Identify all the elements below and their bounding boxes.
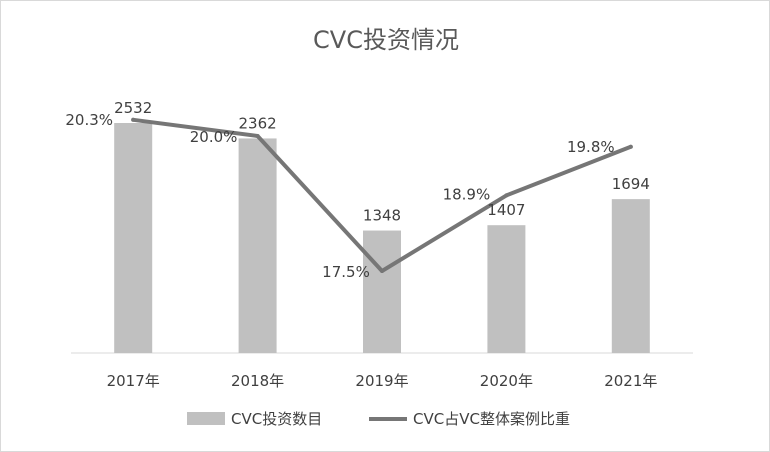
line-point — [255, 134, 260, 138]
line-point — [628, 144, 633, 149]
line-labels-layer: 20.3% 20.0% 17.5% 18.9% 19.8% — [65, 111, 614, 281]
bar — [487, 225, 526, 353]
bar-data-label: 2362 — [239, 114, 277, 132]
x-tick-label: 2020年 — [480, 372, 533, 390]
line-point — [380, 269, 384, 273]
bars-layer — [114, 123, 650, 353]
x-tick-label: 2019年 — [355, 372, 408, 390]
bar-data-label: 2532 — [114, 99, 152, 117]
legend-bar-swatch — [187, 412, 225, 425]
legend-line-label: CVC占VC整体案例比重 — [413, 410, 570, 428]
x-tick-label: 2017年 — [107, 372, 160, 390]
x-tick-label: 2018年 — [231, 372, 284, 390]
bar-data-label: 1407 — [487, 201, 525, 219]
line-data-label: 18.9% — [443, 185, 491, 203]
bar — [114, 123, 153, 353]
line-point — [131, 117, 136, 122]
bar — [238, 138, 277, 353]
x-ticks-layer: 2017年 2018年 2019年 2020年 2021年 — [107, 372, 658, 390]
legend: CVC投资数目 CVC占VC整体案例比重 — [187, 410, 570, 428]
bar — [363, 230, 401, 353]
bar-data-label: 1348 — [363, 207, 401, 225]
line-layer — [131, 117, 633, 273]
line-data-label: 20.3% — [65, 111, 113, 129]
bar — [611, 199, 650, 353]
chart-title: CVC投资情况 — [313, 26, 459, 54]
line-data-label: 20.0% — [190, 128, 238, 146]
line-data-label: 17.5% — [322, 263, 370, 281]
line-point — [504, 193, 509, 198]
x-tick-label: 2021年 — [604, 372, 657, 390]
bar-labels-layer: 2532 2362 1348 1407 1694 — [114, 99, 650, 225]
bar-data-label: 1694 — [612, 175, 650, 193]
legend-bar-label: CVC投资数目 — [231, 410, 322, 428]
line-data-label: 19.8% — [567, 138, 615, 156]
